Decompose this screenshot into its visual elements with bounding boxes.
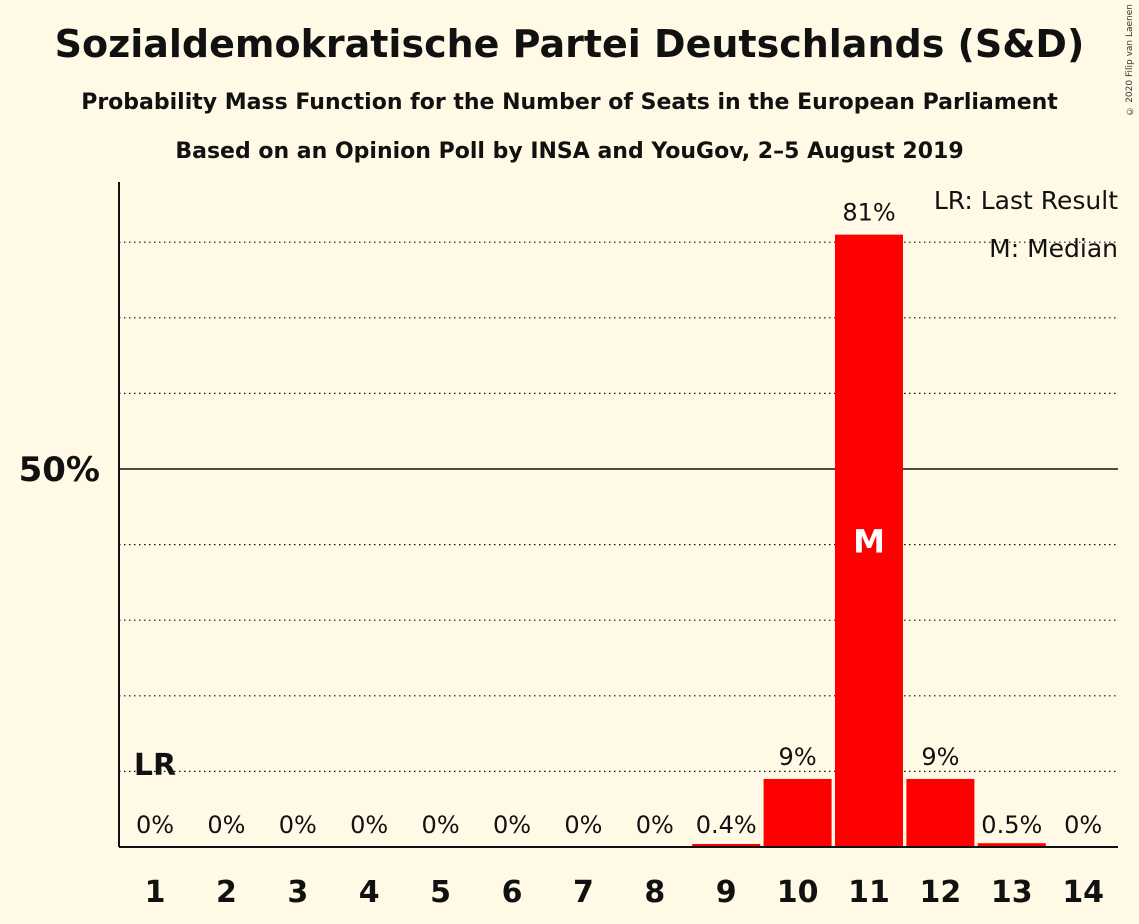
value-label-6: 0% [493,811,531,839]
value-label-10: 9% [779,743,817,771]
legend-median: M: Median [989,234,1118,263]
x-tick-label-4: 4 [359,875,380,910]
value-label-2: 0% [207,811,245,839]
bar-10 [763,778,832,847]
x-tick-label-11: 11 [848,875,890,910]
x-tick-label-6: 6 [502,875,523,910]
value-label-3: 0% [279,811,317,839]
x-tick-label-1: 1 [145,875,166,910]
value-label-1: 0% [136,811,174,839]
value-label-4: 0% [350,811,388,839]
chart-subtitle: Probability Mass Function for the Number… [81,90,1058,115]
y-tick-label-50: 50% [19,450,100,490]
chart-source-line: Based on an Opinion Poll by INSA and You… [175,139,964,164]
value-label-12: 9% [921,743,959,771]
x-tick-label-2: 2 [216,875,237,910]
median-marker: M [853,523,885,561]
value-label-11: 81% [842,199,895,227]
x-tick-label-12: 12 [920,875,962,910]
chart-title: Sozialdemokratische Partei Deutschlands … [54,22,1085,66]
bar-9 [692,843,761,847]
x-tick-label-8: 8 [644,875,665,910]
x-tick-label-5: 5 [430,875,451,910]
value-label-8: 0% [636,811,674,839]
x-tick-label-14: 14 [1062,875,1104,910]
value-label-14: 0% [1064,811,1102,839]
x-tick-label-9: 9 [716,875,737,910]
bar-11 [835,234,903,847]
bar-12 [906,778,975,847]
legend-last-result: LR: Last Result [934,186,1118,215]
x-tick-label-7: 7 [573,875,594,910]
value-label-9: 0.4% [696,811,757,839]
x-tick-label-10: 10 [777,875,819,910]
value-label-7: 0% [564,811,602,839]
last-result-marker: LR [134,748,176,783]
value-label-5: 0% [422,811,460,839]
x-tick-label-3: 3 [287,875,308,910]
bar-13 [977,843,1046,847]
x-tick-label-13: 13 [991,875,1033,910]
value-label-13: 0.5% [981,811,1042,839]
